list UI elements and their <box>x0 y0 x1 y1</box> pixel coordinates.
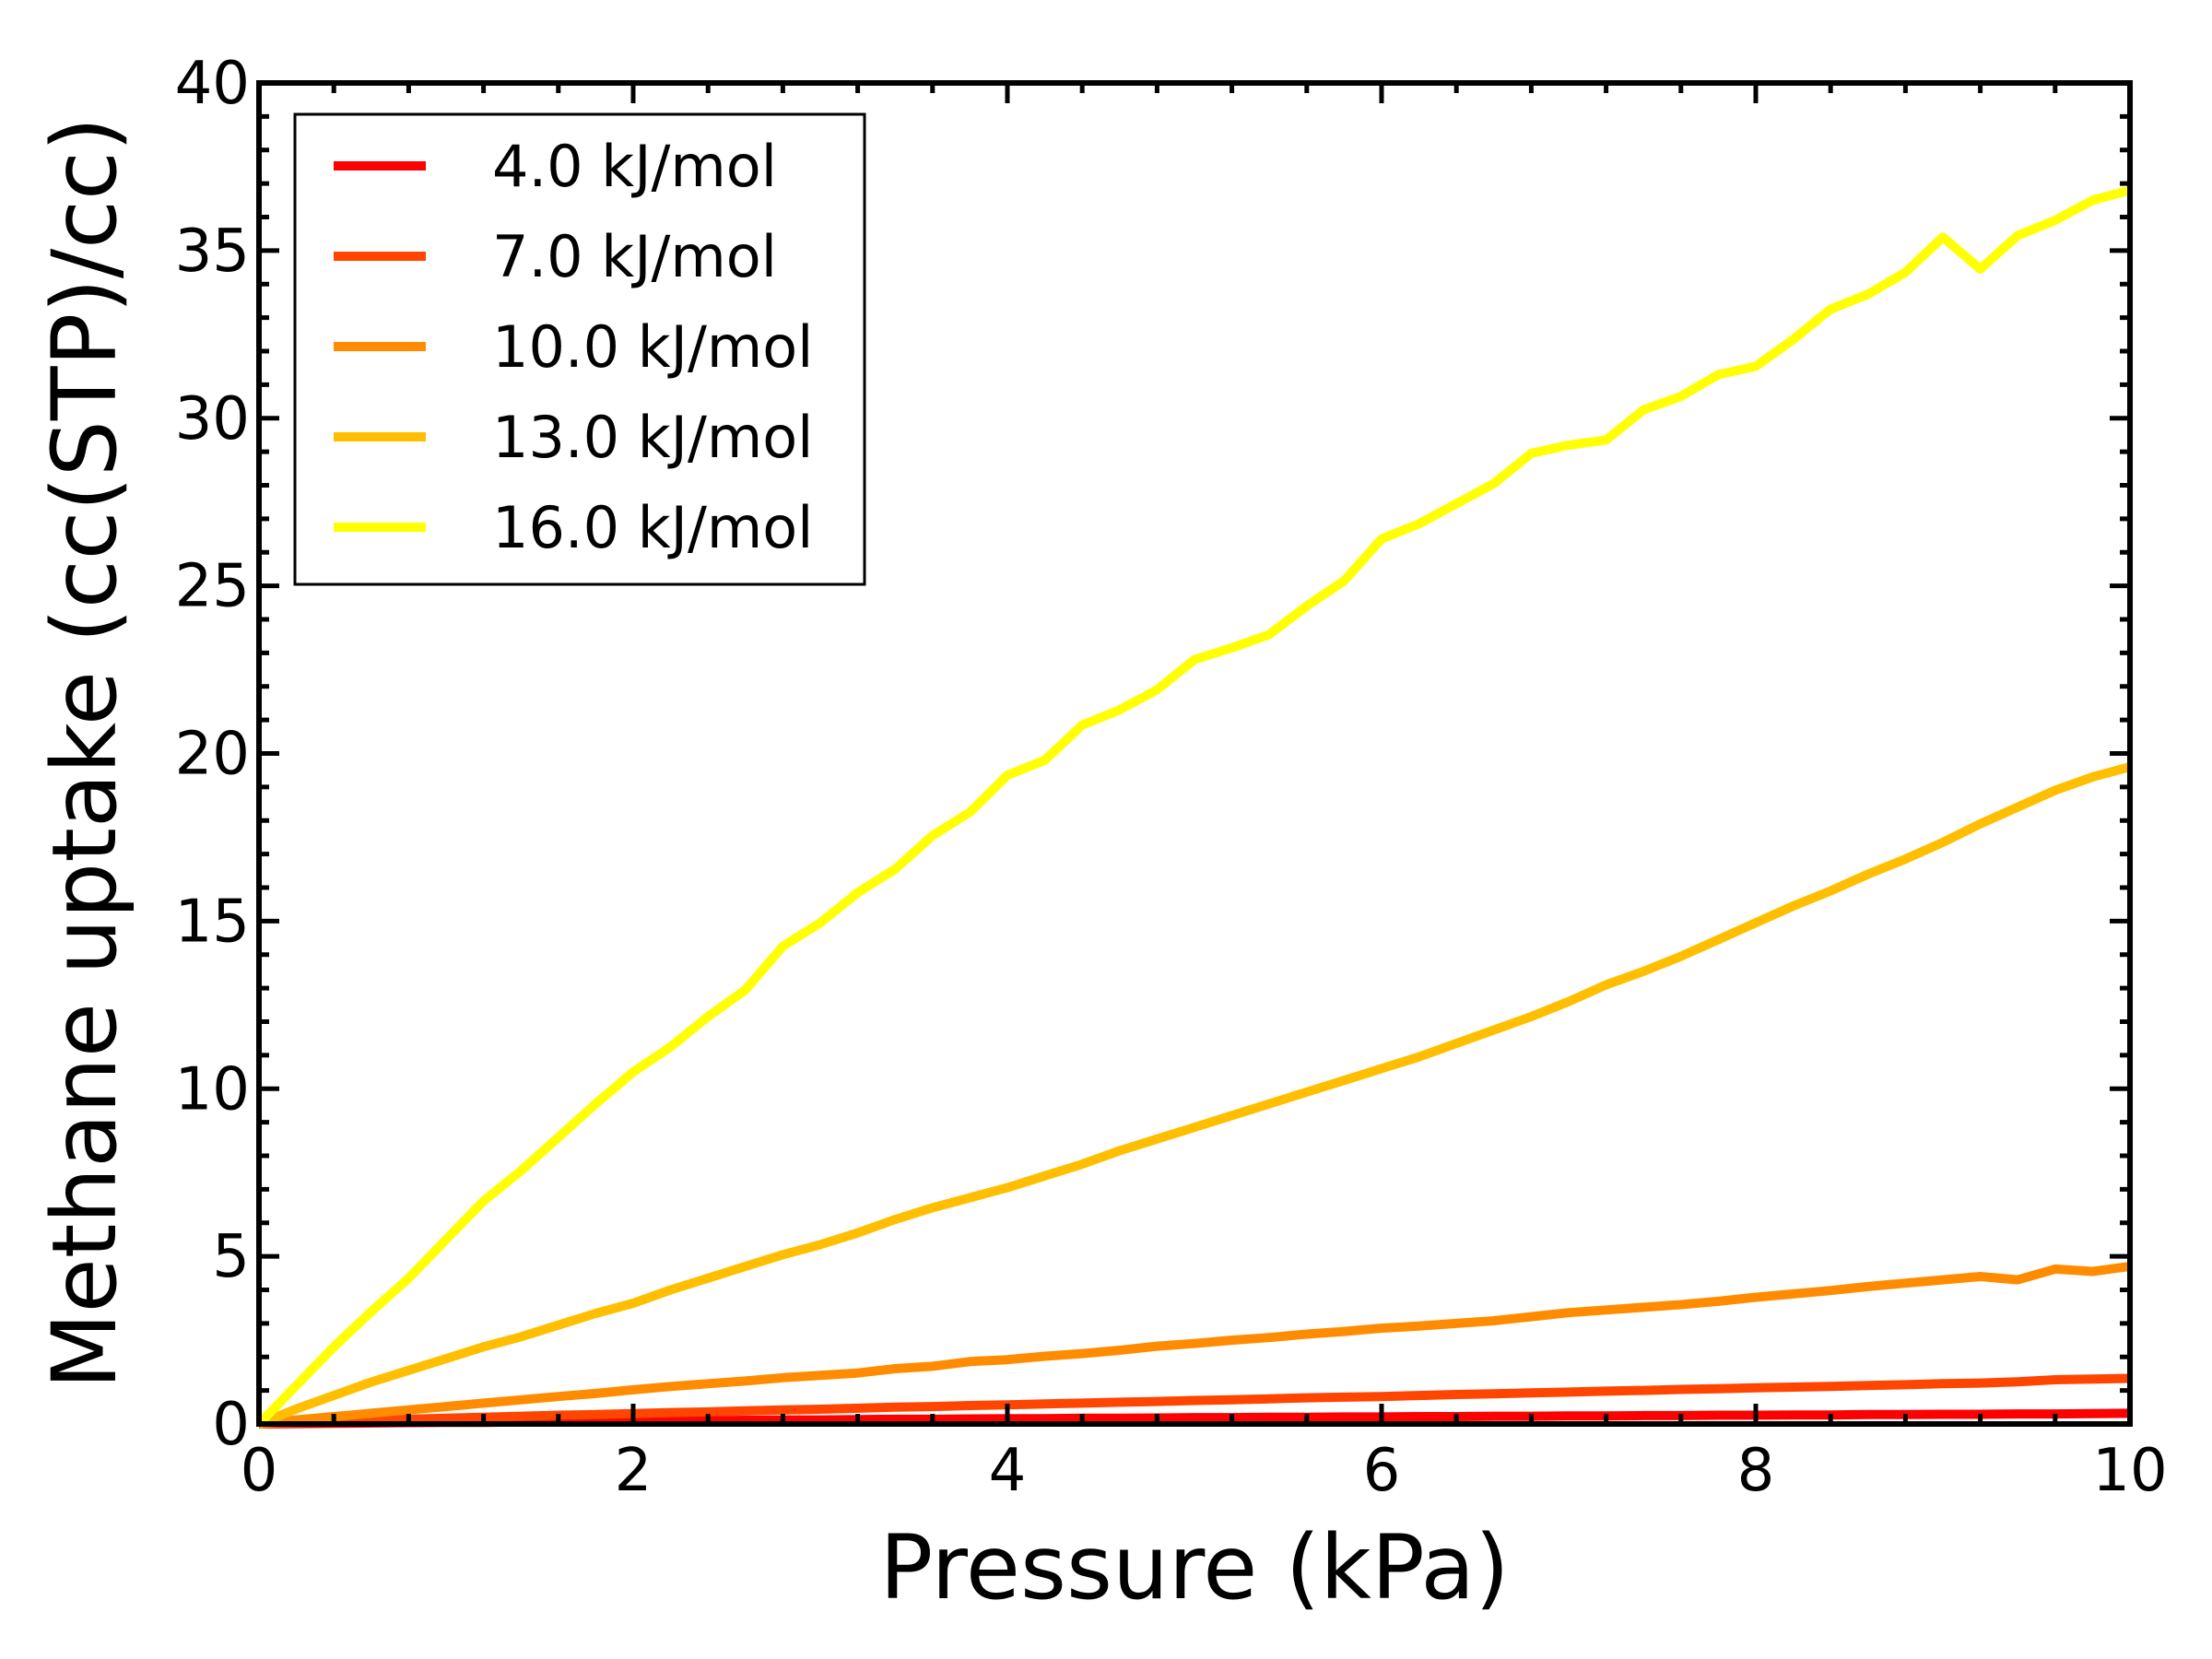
series-layer <box>255 185 2132 1429</box>
legend-label: 10.0 kJ/mol <box>492 313 813 381</box>
y-tick-label: 10 <box>175 1055 250 1124</box>
y-tick-label: 35 <box>175 218 250 286</box>
x-tick-label: 2 <box>615 1437 653 1505</box>
x-tick-label: 10 <box>2092 1437 2167 1505</box>
y-tick-label: 5 <box>212 1223 250 1291</box>
series-line-5 <box>255 185 2132 1428</box>
y-tick-label: 40 <box>175 50 250 118</box>
legend-label: 7.0 kJ/mol <box>492 223 777 290</box>
x-tick-label: 6 <box>1363 1437 1401 1505</box>
x-tick-label: 0 <box>241 1437 278 1505</box>
x-tick-label: 8 <box>1737 1437 1775 1505</box>
y-axis-title: Methane uptake (cc(STP)/cc) <box>33 117 136 1389</box>
series-line-3 <box>258 1262 2131 1429</box>
y-tick-label: 15 <box>175 888 250 956</box>
x-axis-title: Pressure (kPa) <box>879 1516 1509 1619</box>
labels-layer: 0 2 4 6 8 10 0 5 10 15 20 25 30 35 40 <box>175 50 2168 1505</box>
y-tick-label: 25 <box>175 553 250 621</box>
series-line-4 <box>257 762 2132 1429</box>
series-line-2 <box>258 1373 2131 1429</box>
y-tick-label: 30 <box>175 385 250 453</box>
y-tick-label: 20 <box>175 721 250 789</box>
plot-frame <box>256 80 2133 1427</box>
x-tick-label: 4 <box>989 1437 1027 1505</box>
y-tick-label: 0 <box>212 1391 250 1459</box>
legend-label: 4.0 kJ/mol <box>492 133 777 200</box>
legend: 4.0 kJ/mol 7.0 kJ/mol 10.0 kJ/mol 13.0 kJ/m… <box>293 112 866 586</box>
legend-label: 16.0 kJ/mol <box>492 494 813 561</box>
legend-label: 13.0 kJ/mol <box>492 404 813 471</box>
